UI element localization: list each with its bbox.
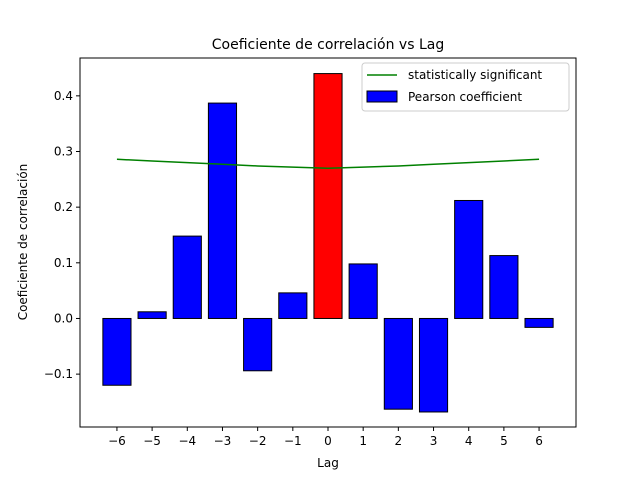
bar-lag-0 — [313, 73, 343, 319]
x-tick-label: 4 — [465, 434, 473, 448]
bar-lag-5 — [489, 255, 519, 319]
x-tick-label: −5 — [143, 434, 161, 448]
legend-box — [361, 62, 570, 112]
bar-lag--4 — [172, 235, 202, 319]
legend-label-bars: Pearson coefficient — [408, 90, 522, 104]
bar-lag--6 — [102, 317, 132, 386]
bar-lag-3 — [418, 317, 449, 413]
y-tick-label: 0.0 — [54, 311, 73, 325]
x-tick-label: 5 — [500, 434, 508, 448]
x-tick-label: 1 — [359, 434, 367, 448]
bar-lag--3 — [207, 102, 238, 319]
legend-label-line: statistically significant — [408, 68, 542, 82]
y-axis-title: Coeficiente de correlación — [16, 164, 30, 321]
x-tick-label: −6 — [108, 434, 126, 448]
bar-lag--2 — [243, 317, 273, 372]
x-tick-label: −4 — [178, 434, 196, 448]
bar-lag--5 — [137, 311, 167, 319]
bar-lag-1 — [348, 263, 378, 319]
bar-lag-2 — [383, 317, 413, 410]
significance-line — [116, 158, 540, 169]
x-tick-label: 3 — [430, 434, 438, 448]
line-layer — [116, 158, 540, 169]
x-tick-label: −3 — [214, 434, 232, 448]
bar-lag-6 — [524, 317, 554, 328]
legend: statistically significant Pearson coeffi… — [361, 62, 570, 112]
y-tick-label: 0.2 — [54, 200, 73, 214]
legend-bar-swatch — [366, 90, 398, 103]
bar-lag-4 — [454, 199, 484, 319]
x-tick-label: −1 — [284, 434, 302, 448]
bars-group — [102, 73, 554, 413]
x-tick-label: 6 — [535, 434, 543, 448]
y-tick-label: 0.4 — [54, 89, 73, 103]
y-tick-label: 0.3 — [54, 145, 73, 159]
x-axis-title: Lag — [317, 456, 339, 470]
y-axis: −0.1 0.0 0.1 0.2 0.3 0.4 — [44, 89, 80, 381]
bar-lag--1 — [278, 292, 308, 319]
y-tick-label: 0.1 — [54, 256, 73, 270]
x-tick-label: 0 — [324, 434, 332, 448]
x-tick-label: 2 — [395, 434, 403, 448]
x-axis: −6 −5 −4 −3 −2 −1 0 1 2 3 4 5 6 — [108, 427, 543, 448]
x-tick-label: −2 — [249, 434, 267, 448]
chart-title: Coeficiente de correlación vs Lag — [212, 37, 444, 53]
y-tick-label: −0.1 — [44, 367, 73, 381]
